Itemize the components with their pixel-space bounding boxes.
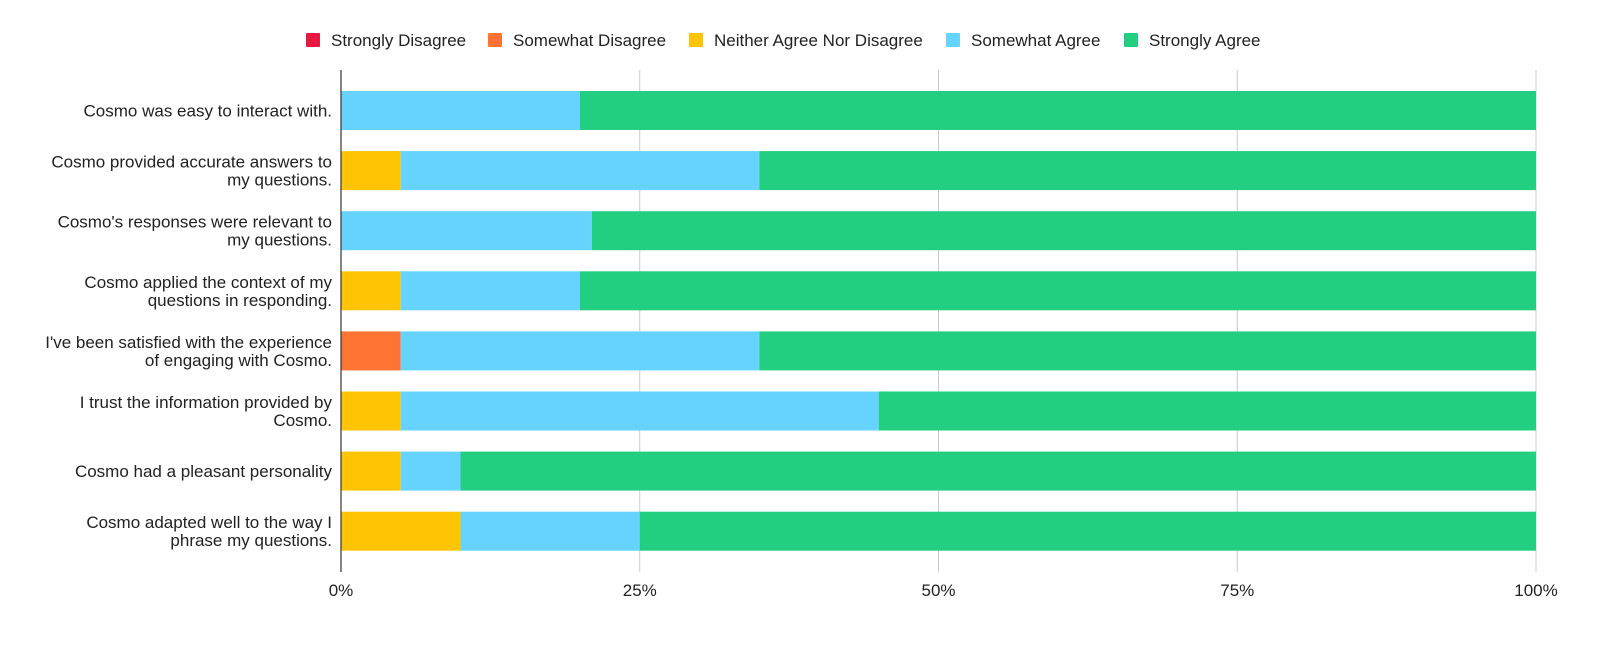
- bar-segment: [341, 91, 580, 130]
- bar-segment: [759, 151, 1536, 191]
- bar-segment: [759, 331, 1536, 371]
- gridlines: [639, 70, 1537, 572]
- bar-segment: [580, 91, 1536, 130]
- x-tick-label: 50%: [921, 581, 955, 600]
- y-category-label: Cosmo's responses were relevant to my que…: [58, 213, 332, 250]
- legend-swatch: [306, 33, 320, 47]
- legend-label: Strongly Disagree: [331, 31, 466, 50]
- y-category-label: Cosmo was easy to interact with.: [84, 102, 332, 121]
- bar-segment: [460, 451, 1536, 491]
- legend: Strongly Disagree Somewhat Disagree Neithe…: [306, 31, 1261, 50]
- y-category-label: Cosmo had a pleasant personality: [75, 462, 333, 481]
- x-axis-tick-labels: 0% 25% 50% 75% 100%: [329, 581, 1558, 600]
- legend-label: Neither Agree Nor Disagree: [714, 31, 923, 50]
- bar-segment: [341, 151, 401, 191]
- bars: [341, 91, 1536, 551]
- bar-segment: [341, 451, 401, 491]
- bar-segment: [400, 331, 760, 371]
- bar-segment: [400, 451, 461, 491]
- legend-label: Somewhat Disagree: [513, 31, 666, 50]
- legend-swatch: [488, 33, 502, 47]
- legend-label: Somewhat Agree: [971, 31, 1100, 50]
- x-tick-label: 100%: [1514, 581, 1557, 600]
- bar-segment: [400, 151, 760, 191]
- x-tick-label: 25%: [623, 581, 657, 600]
- bar-segment: [639, 511, 1536, 551]
- y-category-label: Cosmo provided accurate answers to my que…: [51, 153, 332, 190]
- bar-segment: [341, 511, 461, 551]
- legend-swatch: [689, 33, 703, 47]
- x-tick-label: 75%: [1220, 581, 1254, 600]
- bar-segment: [460, 511, 640, 551]
- bar-segment: [341, 391, 401, 431]
- bar-segment: [341, 331, 401, 371]
- bar-segment: [400, 391, 879, 431]
- bar-segment: [400, 271, 580, 311]
- y-category-label: Cosmo applied the context of my questions…: [84, 273, 332, 310]
- legend-label: Strongly Agree: [1149, 31, 1261, 50]
- legend-swatch: [1124, 33, 1138, 47]
- bar-segment: [878, 391, 1536, 431]
- bar-segment: [341, 211, 592, 251]
- bar-segment: [591, 211, 1536, 251]
- x-tick-label: 0%: [329, 581, 354, 600]
- bar-segment: [341, 271, 401, 311]
- y-axis-labels: Cosmo was easy to interact with. Cosmo pr…: [45, 102, 332, 551]
- y-category-label: I've been satisfied with the experience o…: [45, 333, 332, 370]
- y-category-label: I trust the information provided by Cosmo…: [80, 393, 333, 430]
- bar-segment: [580, 271, 1536, 311]
- legend-swatch: [946, 33, 960, 47]
